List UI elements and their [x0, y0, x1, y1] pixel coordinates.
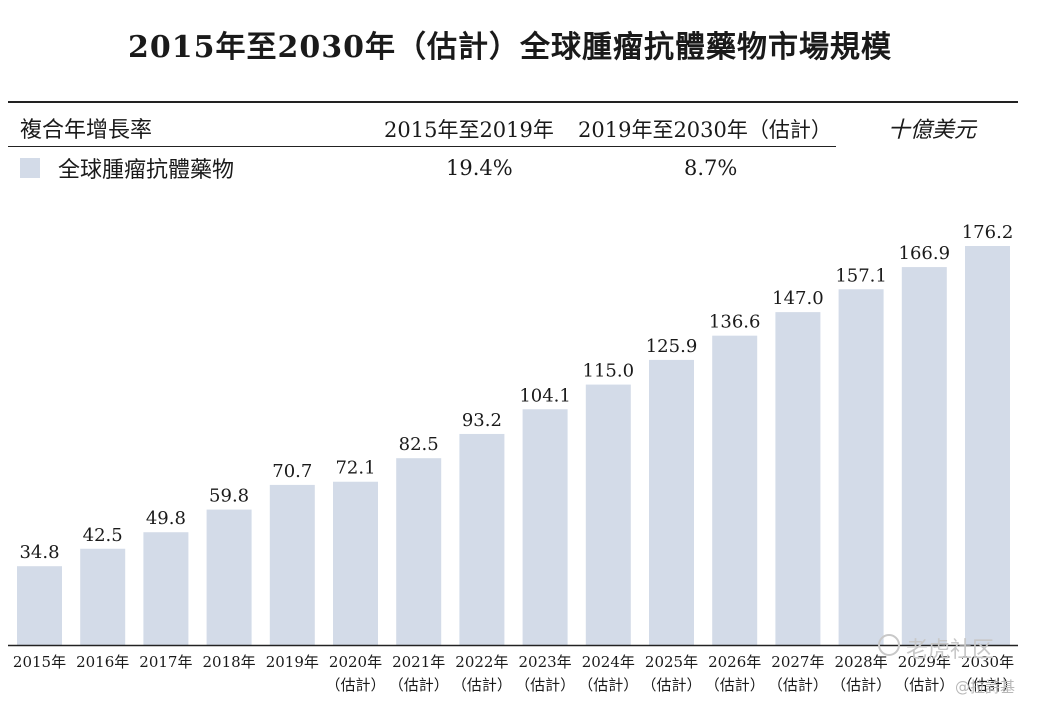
x-tick-sublabel: （估計） [768, 676, 828, 694]
bar-value-label: 104.1 [519, 385, 571, 406]
bar-2025年 [649, 359, 694, 645]
x-tick-sublabel: （估計） [325, 676, 385, 694]
watermark-logo-icon [878, 634, 900, 656]
bar-value-label: 93.2 [462, 410, 502, 431]
x-tick-label: 2026年 [708, 653, 761, 671]
bar-2029年 [901, 267, 947, 645]
x-tick-sublabel: （估計） [452, 676, 512, 694]
x-tick-label: 2016年 [76, 653, 129, 671]
x-tick-label: 2017年 [139, 653, 192, 671]
x-tick-sublabel: （估計） [515, 676, 575, 694]
x-tick-sublabel: （估計） [705, 676, 765, 694]
x-tick-label: 2030年 [961, 653, 1014, 671]
x-tick-label: 2021年 [392, 653, 445, 671]
x-tick-label: 2029年 [898, 653, 951, 671]
x-tick-label: 2025年 [645, 653, 698, 671]
bar-2030年 [965, 246, 1010, 645]
x-tick-label: 2015年 [13, 653, 66, 671]
bar-value-label: 72.1 [335, 458, 375, 479]
watermark-text: 老虎社区 [906, 638, 995, 663]
bar-value-label: 136.6 [709, 312, 761, 333]
bar-2027年 [775, 312, 821, 645]
chart-title: 2015年至2030年（估計）全球腫瘤抗體藥物市場規模 [128, 30, 892, 65]
bar-value-label: 115.0 [583, 361, 635, 382]
bar-chart: 34.8 2015年 42.5 2016年 49.8 2017年 59.8 2018年 70.7… [8, 222, 1018, 694]
legend-swatch [20, 158, 40, 178]
x-tick-sublabel: （估計） [957, 676, 1017, 694]
x-tick-label: 2024年 [582, 653, 635, 671]
table-top-rule [8, 101, 1018, 103]
legend-label: 全球腫瘤抗體藥物 [58, 158, 235, 183]
bar-value-label: 70.7 [272, 461, 312, 482]
bar-2022年 [459, 433, 505, 645]
bar-value-label: 49.8 [146, 508, 186, 529]
bar-2026年 [712, 335, 758, 645]
table-mid-rule [8, 146, 836, 147]
x-tick-sublabel: （估計） [389, 676, 449, 694]
bar-2016年 [80, 548, 126, 645]
x-tick-sublabel: （估計） [831, 676, 891, 694]
bar-value-label: 34.8 [19, 542, 59, 563]
bar-value-label: 42.5 [83, 525, 123, 546]
x-tick-sublabel: （估計） [578, 676, 638, 694]
bar-2017年 [143, 532, 189, 645]
bar-value-label: 166.9 [899, 243, 951, 264]
bar-2020年 [333, 481, 378, 645]
bar-2021年 [396, 458, 442, 645]
bar-2028年 [838, 289, 884, 645]
x-tick-label: 2019年 [266, 653, 319, 671]
unit-label: 十億美元 [888, 118, 977, 143]
x-tick-label: 2027年 [771, 653, 824, 671]
bar-2024年 [585, 384, 631, 645]
cagr-col2-value: 8.7% [684, 156, 738, 180]
x-tick-sublabel: （估計） [641, 676, 701, 694]
cagr-col1-value: 19.4% [446, 156, 513, 180]
bar-value-label: 59.8 [209, 486, 249, 507]
x-tick-label: 2020年 [329, 653, 382, 671]
x-tick-label: 2023年 [519, 653, 572, 671]
bar-2023年 [522, 409, 568, 645]
x-tick-sublabel: （估計） [894, 676, 954, 694]
bar-2018年 [206, 509, 252, 645]
bar-value-label: 125.9 [646, 336, 698, 357]
x-tick-label: 2028年 [835, 653, 888, 671]
bar-value-label: 147.0 [772, 288, 824, 309]
cagr-label: 複合年增長率 [20, 118, 153, 143]
watermark-small-text: @拉詩基 [955, 678, 1016, 696]
cagr-col1-header: 2015年至2019年 [384, 118, 554, 142]
bar-value-label: 82.5 [399, 434, 439, 455]
bar-value-label: 176.2 [962, 222, 1014, 243]
bar-2015年 [17, 566, 62, 645]
x-tick-label: 2022年 [455, 653, 508, 671]
x-tick-label: 2018年 [203, 653, 256, 671]
bar-value-label: 157.1 [835, 265, 887, 286]
bar-2019年 [269, 484, 315, 645]
cagr-col2-header: 2019年至2030年（估計） [578, 118, 832, 142]
